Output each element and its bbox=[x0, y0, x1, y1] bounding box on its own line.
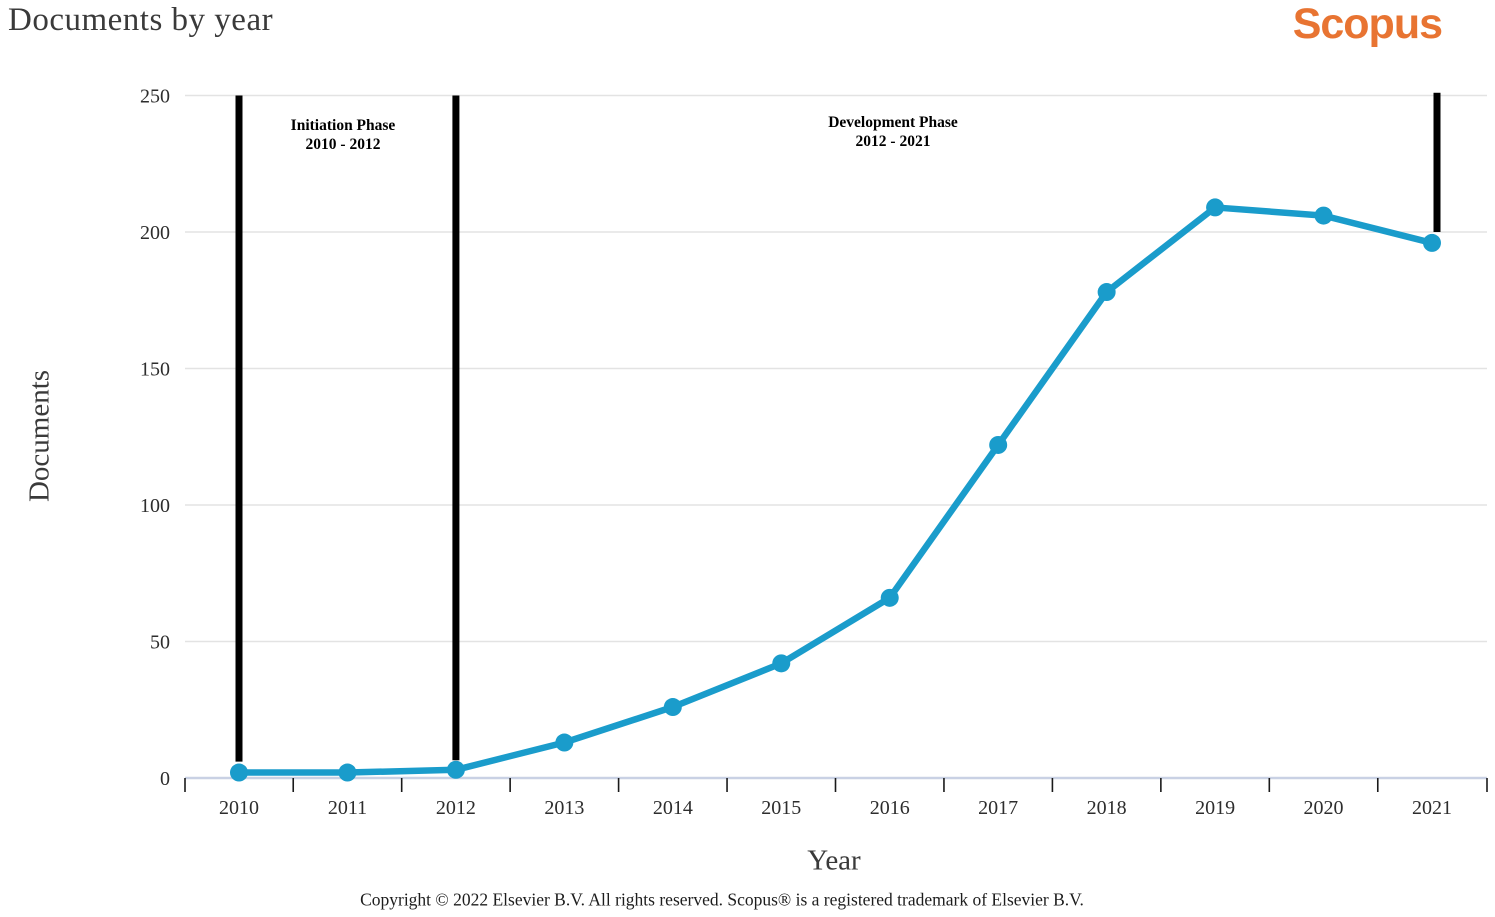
y-tick-label-200: 200 bbox=[140, 222, 170, 244]
x-tick-label-2021: 2021 bbox=[1412, 797, 1452, 819]
phase-initiation-label: Initiation Phase bbox=[290, 117, 396, 134]
x-tick-label-2012: 2012 bbox=[436, 797, 476, 819]
divider-bar-2010 bbox=[235, 95, 243, 762]
y-tick-label-100: 100 bbox=[140, 495, 170, 517]
copyright-text: Copyright © 2022 Elsevier B.V. All right… bbox=[360, 889, 1084, 910]
phase-initiation-range: 2010 - 2012 bbox=[305, 136, 381, 153]
x-tick-label-2016: 2016 bbox=[870, 797, 910, 819]
x-tick-label-2011: 2011 bbox=[328, 797, 367, 819]
data-point-2017[interactable] bbox=[989, 435, 1008, 454]
phase-annotation-initiation: Initiation Phase 2010 - 2012 bbox=[223, 116, 463, 154]
data-point-2011[interactable] bbox=[338, 763, 357, 782]
page-title: Documents by year bbox=[8, 2, 274, 38]
x-tick-label-2013: 2013 bbox=[544, 797, 584, 819]
data-point-2015[interactable] bbox=[772, 654, 791, 673]
x-axis-title: Year bbox=[807, 844, 861, 877]
data-point-2018[interactable] bbox=[1097, 283, 1116, 302]
divider-bar-2012 bbox=[452, 95, 460, 761]
data-point-2013[interactable] bbox=[555, 733, 574, 752]
x-tick-label-2014: 2014 bbox=[653, 797, 693, 819]
data-point-2020[interactable] bbox=[1314, 206, 1333, 225]
x-tick-label-2020: 2020 bbox=[1304, 797, 1344, 819]
series-line-documents bbox=[235, 204, 1436, 776]
y-tick-label-50: 50 bbox=[150, 632, 170, 654]
divider-bar-2021 bbox=[1433, 92, 1441, 233]
data-point-2012[interactable] bbox=[446, 760, 465, 779]
y-tick-label-150: 150 bbox=[140, 359, 170, 381]
y-tick-label-0: 0 bbox=[160, 768, 170, 790]
scopus-logo[interactable]: Scopus bbox=[1292, 0, 1443, 48]
data-point-2019[interactable] bbox=[1206, 198, 1225, 217]
data-point-2014[interactable] bbox=[663, 698, 682, 717]
phase-development-range: 2012 - 2021 bbox=[855, 133, 931, 150]
data-point-2016[interactable] bbox=[880, 588, 899, 607]
x-tick-label-2015: 2015 bbox=[761, 797, 801, 819]
data-point-2021[interactable] bbox=[1423, 233, 1441, 252]
data-point-2010[interactable] bbox=[230, 763, 248, 782]
x-tick-label-2010: 2010 bbox=[219, 797, 259, 819]
phase-annotation-development: Development Phase 2012 - 2021 bbox=[773, 113, 1013, 151]
x-tick-label-2018: 2018 bbox=[1087, 797, 1127, 819]
x-tick-label-2019: 2019 bbox=[1195, 797, 1235, 819]
y-tick-label-250: 250 bbox=[140, 86, 170, 108]
x-tick-label-2017: 2017 bbox=[978, 797, 1018, 819]
phase-development-label: Development Phase bbox=[828, 114, 958, 131]
